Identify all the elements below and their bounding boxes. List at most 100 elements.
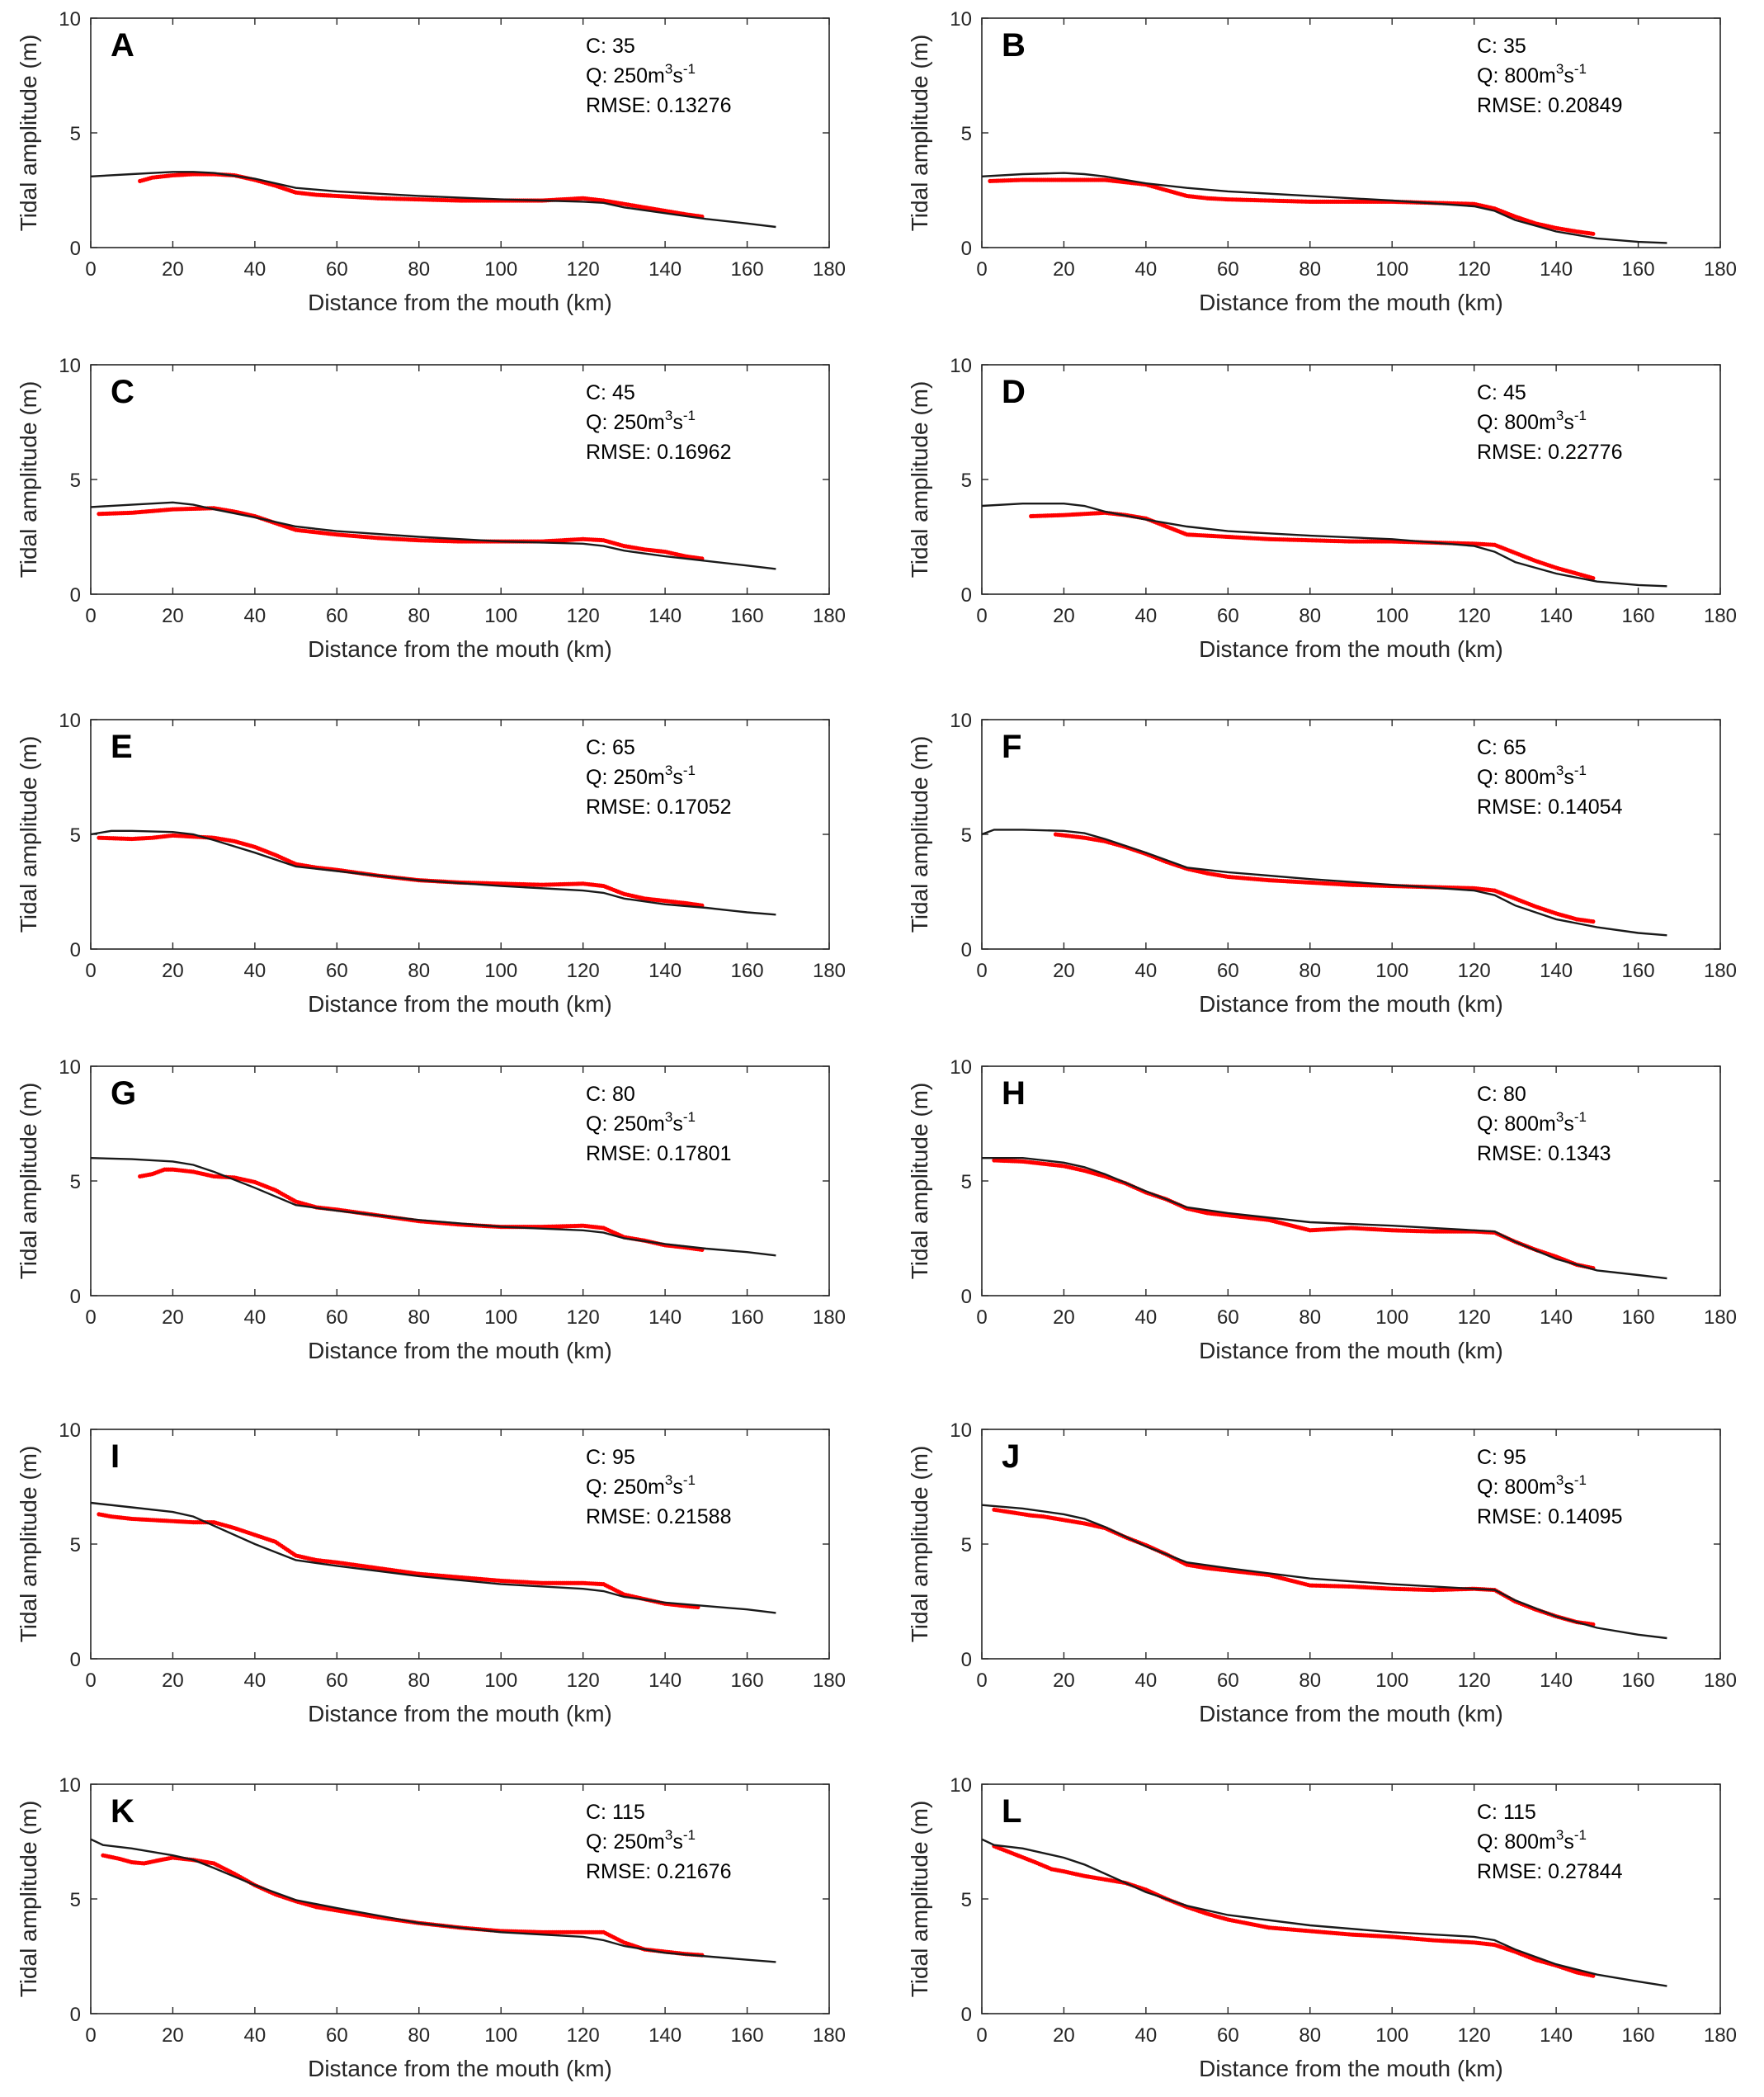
y-axis-label: Tidal amplitude (m) [907,381,932,579]
x-tick-label: 100 [1375,258,1408,281]
x-tick-label: 60 [1217,1306,1239,1329]
manning-coefficient-label: C: 65 [1477,736,1526,759]
y-tick-label: 5 [70,123,81,145]
y-axis-label: Tidal amplitude (m) [16,35,41,232]
model-series-line [90,171,776,229]
x-tick-label: 20 [1053,2024,1075,2047]
x-axis-label: Distance from the mouth (km) [1199,636,1503,662]
observed-series [1029,510,1596,581]
y-tick-label: 5 [961,1534,972,1556]
x-tick-label: 60 [1217,1670,1239,1692]
chart-svg: 0 20 40 60 80 100 120 140 160 180 0 5 10 Distance fro… [16,8,846,315]
panel-letter: K [111,1793,134,1830]
x-tick-label: 100 [1375,1670,1408,1692]
panel-letter: E [111,729,133,765]
x-tick-label: 120 [1458,258,1491,281]
y-tick-label: 5 [961,1171,972,1193]
manning-coefficient-label: C: 95 [586,1446,635,1469]
x-tick-label: 40 [1135,1306,1158,1329]
x-tick-label: 0 [85,605,96,627]
x-tick-label: 60 [1217,2024,1239,2047]
y-tick-label: 5 [70,1171,81,1193]
x-axis-label: Distance from the mouth (km) [1199,290,1503,315]
panel-letter: F [1002,729,1021,765]
x-tick-label: 100 [484,258,517,281]
x-tick-label: 100 [1375,1306,1408,1329]
y-tick-label: 5 [70,1889,81,1911]
x-tick-label: 120 [567,2024,600,2047]
x-tick-label: 160 [731,1306,764,1329]
y-tick-label: 10 [950,355,972,377]
discharge-label: Q: 800m3s-1 [1477,61,1587,87]
discharge-label: Q: 250m3s-1 [586,61,696,87]
x-axis-label: Distance from the mouth (km) [1199,991,1503,1017]
y-tick-label: 0 [70,584,81,607]
discharge-label: Q: 250m3s-1 [586,763,696,789]
y-axis-label: Tidal amplitude (m) [16,1446,41,1643]
plot-frame [90,1429,830,1660]
x-tick-label: 140 [649,258,682,281]
chart-panel-e: 0 20 40 60 80 100 120 140 160 180 0 5 10 Distance fro… [0,701,873,1032]
x-tick-label: 120 [1458,1306,1491,1329]
x-tick-label: 100 [484,605,517,627]
x-tick-label: 160 [1622,2024,1655,2047]
discharge-label: Q: 800m3s-1 [1477,1109,1587,1136]
rmse-label: RMSE: 0.16962 [586,441,732,464]
x-tick-label: 140 [649,605,682,627]
chart-panel-j: 0 20 40 60 80 100 120 140 160 180 0 5 10 Distance fro… [891,1411,1764,1741]
manning-coefficient-label: C: 35 [1477,35,1526,58]
x-tick-label: 140 [1540,960,1573,982]
rmse-label: RMSE: 0.20849 [1477,94,1623,117]
x-tick-label: 160 [731,2024,764,2047]
x-tick-label: 100 [1375,2024,1408,2047]
model-series-line [981,1504,1667,1640]
y-tick-label: 10 [59,710,81,732]
rmse-label: RMSE: 0.14054 [1477,796,1623,819]
plot-frame [981,1065,1721,1296]
x-tick-label: 100 [484,2024,517,2047]
chart-panel-b: 0 20 40 60 80 100 120 140 160 180 0 5 10 Distance fro… [891,0,1764,330]
rmse-label: RMSE: 0.21676 [586,1860,732,1883]
x-tick-label: 60 [1217,960,1239,982]
chart-panel-i: 0 20 40 60 80 100 120 140 160 180 0 5 10 Distance fro… [0,1411,873,1741]
x-tick-label: 40 [244,1306,266,1329]
y-axis-label: Tidal amplitude (m) [907,1083,932,1280]
x-axis-label: Distance from the mouth (km) [308,1701,612,1726]
observed-point [1591,919,1596,924]
model-series-line [981,829,1667,937]
x-tick-label: 180 [1704,1306,1737,1329]
plot-frame [90,364,830,595]
x-tick-label: 80 [1299,1306,1321,1329]
plot-frame [90,1065,830,1296]
x-axis-label: Distance from the mouth (km) [308,1338,612,1363]
model-series-line [90,829,776,916]
x-tick-label: 120 [1458,1670,1491,1692]
manning-coefficient-label: C: 115 [586,1801,645,1824]
chart-svg: 0 20 40 60 80 100 120 140 160 180 0 5 10 Distance fro… [16,1056,846,1363]
panel-letter: I [111,1438,120,1475]
x-tick-label: 0 [976,2024,987,2047]
x-tick-label: 120 [567,960,600,982]
observed-point [1591,231,1596,236]
x-tick-label: 160 [1622,1670,1655,1692]
x-tick-label: 60 [326,960,348,982]
y-tick-label: 10 [950,1056,972,1079]
plot-frame [981,17,1721,248]
discharge-label: Q: 250m3s-1 [586,1472,696,1499]
y-tick-label: 0 [70,939,81,961]
model-series-line [981,1838,1667,1987]
x-tick-label: 180 [1704,960,1737,982]
x-axis-label: Distance from the mouth (km) [1199,1338,1503,1363]
y-tick-label: 5 [70,824,81,847]
x-tick-label: 160 [1622,258,1655,281]
x-tick-label: 0 [976,1306,987,1329]
discharge-label: Q: 250m3s-1 [586,1109,696,1136]
chart-svg: 0 20 40 60 80 100 120 140 160 180 0 5 10 Distance fro… [16,710,846,1017]
y-tick-label: 0 [961,238,972,260]
model-series-line [982,1157,1667,1280]
x-tick-label: 180 [1704,605,1737,627]
y-axis-label: Tidal amplitude (m) [907,35,932,232]
panel-letter: G [111,1075,136,1112]
discharge-label: Q: 800m3s-1 [1477,1827,1587,1854]
